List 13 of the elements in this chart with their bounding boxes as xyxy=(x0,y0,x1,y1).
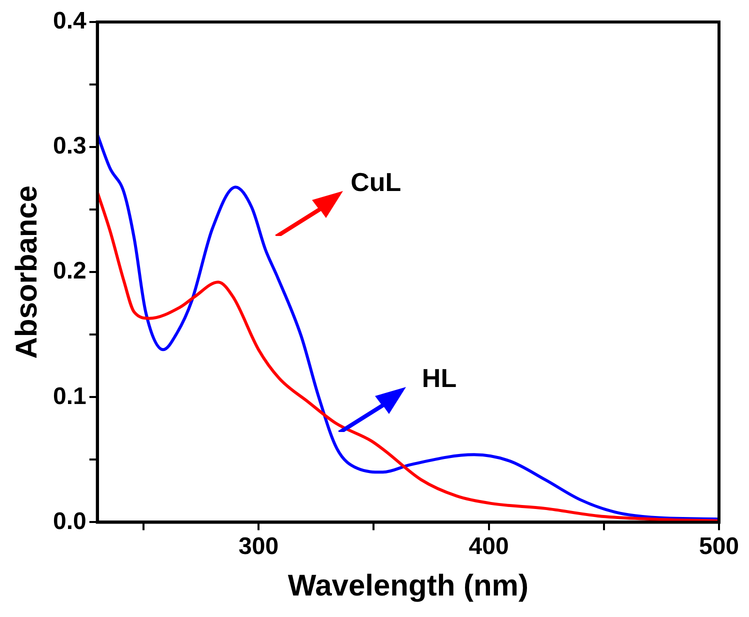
y-tick-label: 0.1 xyxy=(52,382,86,410)
y-tick-label: 0.4 xyxy=(52,8,88,35)
annotation: CuL xyxy=(350,167,402,198)
x-tick-label: 400 xyxy=(468,533,509,560)
y-axis-title: Absorbance xyxy=(10,185,44,359)
y-tick-label: 0.2 xyxy=(52,258,86,285)
y-tick-label: 0.3 xyxy=(52,132,86,160)
y-tick-label: 0.0 xyxy=(52,508,86,535)
x-tick-label: 500 xyxy=(698,533,740,560)
line-series xyxy=(97,133,719,521)
annotation: HL xyxy=(422,362,457,393)
x-tick-label: 300 xyxy=(238,533,279,560)
x-axis-title: Wavelength (nm) xyxy=(288,569,528,602)
